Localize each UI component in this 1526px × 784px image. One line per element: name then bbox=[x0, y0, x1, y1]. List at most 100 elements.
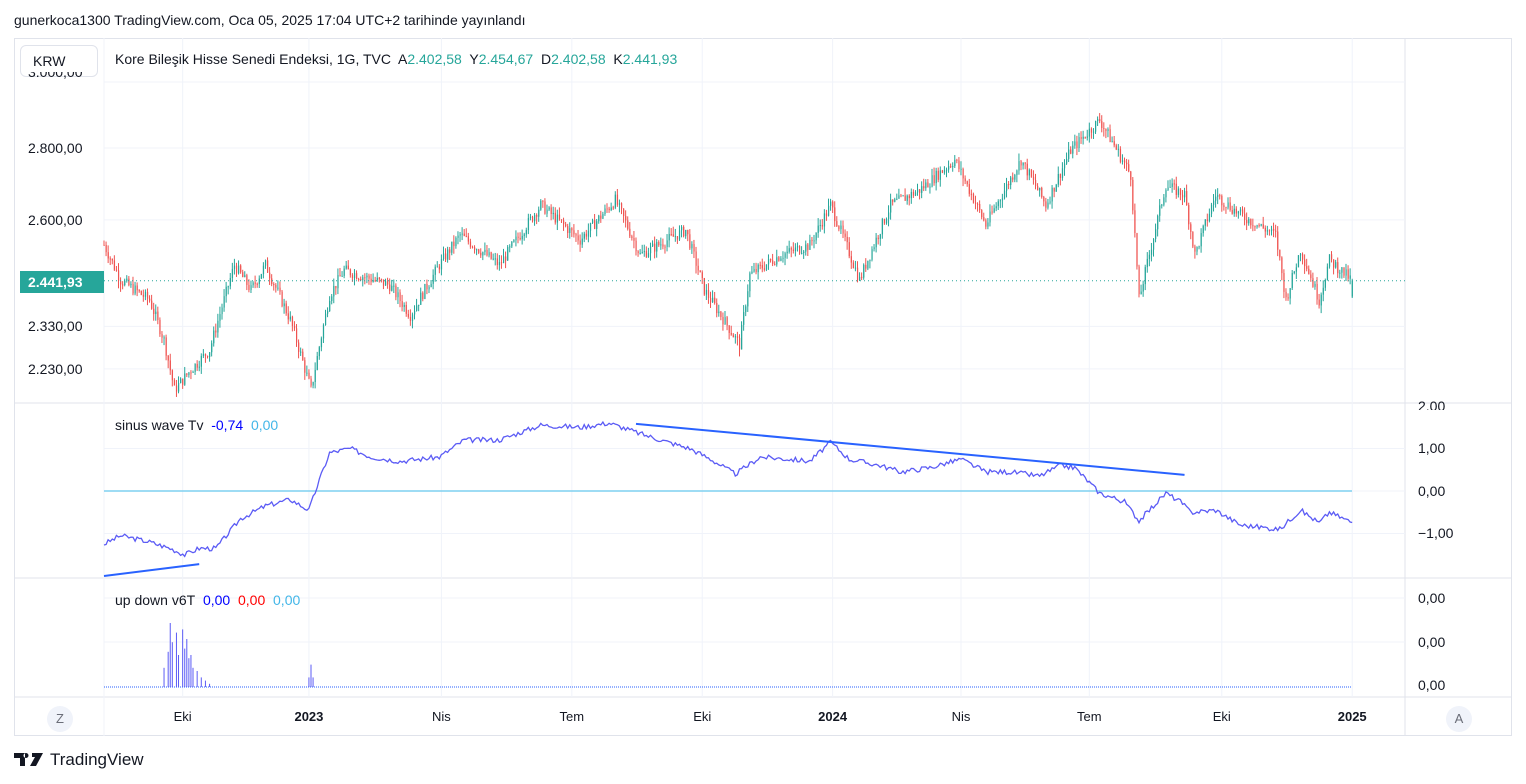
candle-body bbox=[1326, 266, 1329, 281]
candle-body bbox=[1250, 218, 1252, 226]
candle-body bbox=[1124, 160, 1126, 163]
candle-body bbox=[1229, 202, 1231, 211]
candle-body bbox=[287, 313, 289, 320]
candle-body bbox=[763, 268, 766, 270]
candle-body bbox=[1032, 176, 1035, 180]
candle-body bbox=[830, 201, 832, 206]
candle-body bbox=[805, 244, 807, 252]
candle-body bbox=[519, 237, 521, 240]
candle-body bbox=[1239, 209, 1242, 212]
candle-body bbox=[546, 209, 548, 214]
candle-body bbox=[1014, 175, 1016, 180]
candle-body bbox=[867, 260, 869, 269]
candle-body bbox=[1173, 183, 1175, 185]
candle-body bbox=[538, 209, 540, 217]
candle-body bbox=[103, 244, 105, 246]
time-tick-label: Tem bbox=[559, 709, 585, 724]
candle-body bbox=[178, 383, 180, 392]
candle-body bbox=[111, 258, 113, 261]
candle-body bbox=[372, 280, 374, 282]
candle-body bbox=[1339, 272, 1341, 274]
candle-body bbox=[753, 268, 755, 272]
candle-body bbox=[687, 229, 689, 235]
candle-body bbox=[1117, 148, 1119, 150]
candle-body bbox=[1074, 141, 1076, 146]
candle-body bbox=[888, 212, 890, 219]
candle-body bbox=[914, 192, 917, 196]
time-tick-label: Nis bbox=[951, 709, 971, 724]
candle-body bbox=[149, 298, 151, 301]
candle-body bbox=[1297, 255, 1300, 268]
candle-body bbox=[1231, 210, 1233, 214]
candle-body bbox=[310, 378, 312, 386]
candle-body bbox=[1107, 129, 1109, 132]
candle-body bbox=[840, 225, 842, 230]
candle-body bbox=[1318, 299, 1320, 306]
candle-body bbox=[1196, 246, 1198, 252]
candle-body bbox=[571, 228, 573, 231]
candle-body bbox=[1254, 225, 1256, 228]
candle-body bbox=[327, 311, 329, 314]
sinus-legend[interactable]: sinus wave Tv -0,74 0,00 bbox=[115, 417, 279, 433]
candle-body bbox=[132, 283, 134, 294]
trend-line bbox=[635, 422, 1185, 476]
auto-scale-button[interactable]: A bbox=[1446, 706, 1472, 732]
candle-body bbox=[850, 256, 852, 263]
candle-body bbox=[316, 356, 318, 370]
candle-body bbox=[1306, 266, 1308, 269]
candle-body bbox=[1333, 259, 1335, 268]
candle-body bbox=[765, 264, 768, 270]
candle-body bbox=[515, 236, 517, 241]
candle-body bbox=[894, 199, 896, 202]
candle-body bbox=[536, 215, 538, 217]
candle-body bbox=[1140, 291, 1142, 295]
candle-body bbox=[500, 262, 503, 264]
candle-body bbox=[1204, 219, 1206, 226]
candle-body bbox=[664, 246, 666, 248]
candle-body bbox=[1130, 171, 1132, 180]
candle-body bbox=[1053, 187, 1055, 192]
candle-body bbox=[411, 314, 414, 321]
sinus-wave-line bbox=[103, 420, 1353, 558]
updown-legend[interactable]: up down v6T 0,00 0,00 0,00 bbox=[115, 592, 301, 608]
candle-body bbox=[629, 228, 631, 237]
candle-body bbox=[1266, 230, 1269, 232]
candle-body bbox=[596, 221, 598, 229]
candle-body bbox=[966, 181, 968, 185]
candle-body bbox=[113, 260, 116, 270]
candle-body bbox=[954, 159, 956, 167]
candle-body bbox=[1121, 160, 1124, 162]
candle-body bbox=[796, 246, 799, 248]
candle-body bbox=[1159, 205, 1161, 216]
candle-body bbox=[863, 264, 865, 278]
symbol-button[interactable]: KRW bbox=[20, 45, 98, 77]
candle-body bbox=[115, 269, 118, 271]
candle-body bbox=[382, 279, 385, 286]
candle-body bbox=[1316, 283, 1318, 300]
candle-body bbox=[707, 289, 710, 299]
candle-body bbox=[1244, 213, 1246, 220]
candle-body bbox=[856, 267, 859, 281]
candle-body bbox=[674, 236, 677, 238]
candle-body bbox=[271, 278, 273, 284]
candle-body bbox=[817, 225, 819, 233]
candle-body bbox=[685, 229, 687, 237]
candle-body bbox=[273, 283, 275, 285]
candle-body bbox=[378, 277, 381, 280]
candle-body bbox=[525, 230, 527, 235]
candle-body bbox=[950, 166, 952, 168]
candle-body bbox=[136, 285, 138, 291]
candle-body bbox=[1221, 195, 1223, 206]
sinus-axis-label: −1,00 bbox=[1418, 525, 1454, 541]
candle-body bbox=[1223, 205, 1225, 207]
chart-frame bbox=[14, 38, 1512, 736]
candle-body bbox=[714, 297, 716, 303]
timezone-button[interactable]: Z bbox=[47, 706, 73, 732]
candle-body bbox=[937, 170, 939, 180]
candle-body bbox=[952, 166, 954, 168]
candle-body bbox=[401, 301, 403, 307]
candle-body bbox=[981, 210, 983, 218]
candle-body bbox=[529, 216, 532, 219]
candle-body bbox=[656, 242, 658, 252]
